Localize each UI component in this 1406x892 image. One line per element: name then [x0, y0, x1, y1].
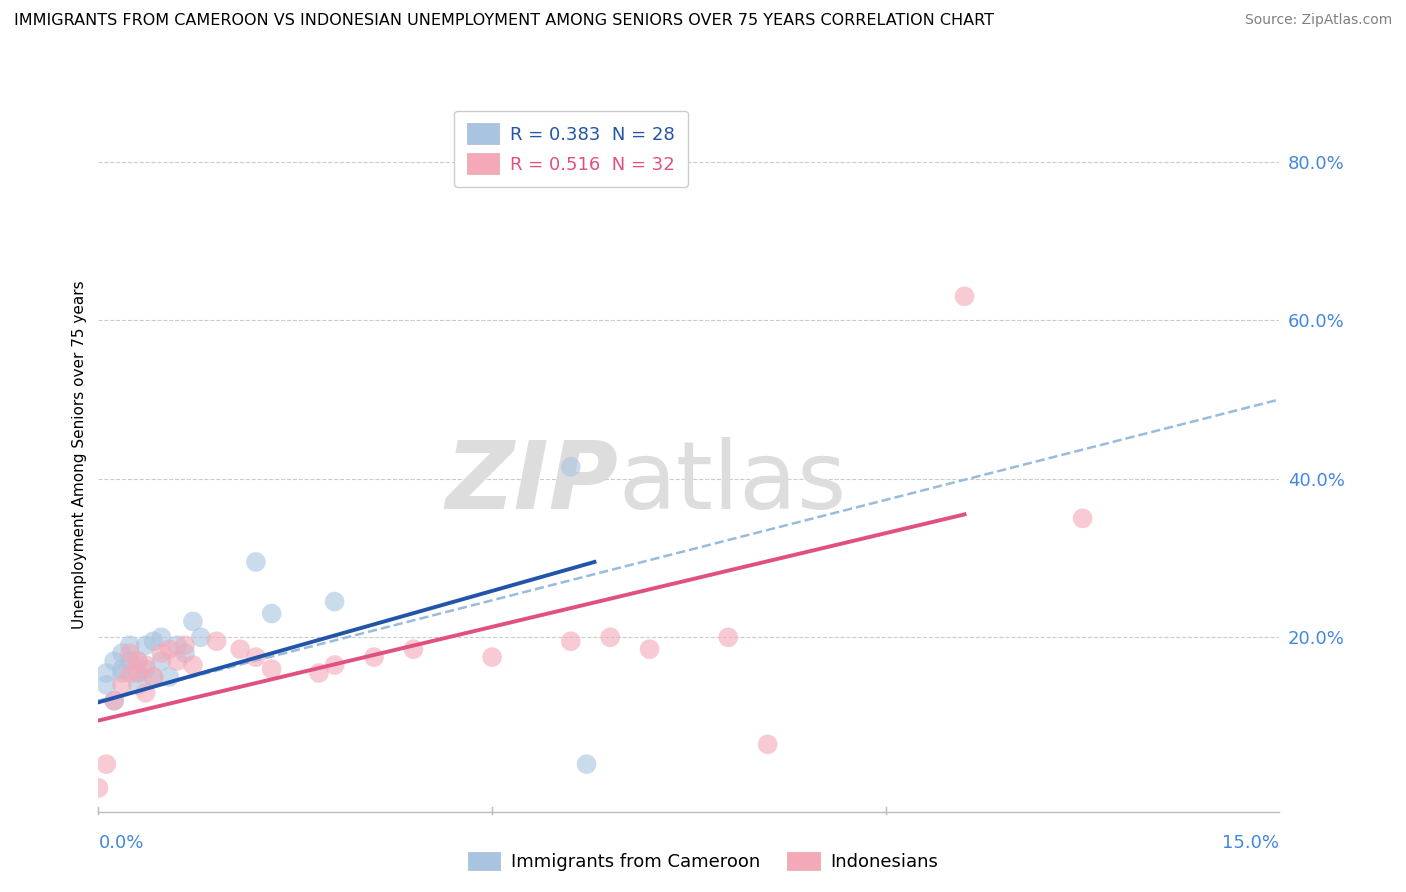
Point: [181, 615, 204, 629]
Text: 0.0%: 0.0%: [98, 834, 143, 852]
Point: [181, 658, 204, 673]
Point: [190, 630, 212, 644]
Point: [127, 654, 149, 668]
Point: [111, 665, 134, 680]
Text: IMMIGRANTS FROM CAMEROON VS INDONESIAN UNEMPLOYMENT AMONG SENIORS OVER 75 YEARS : IMMIGRANTS FROM CAMEROON VS INDONESIAN U…: [14, 13, 994, 29]
Point: [127, 665, 149, 680]
Point: [135, 686, 157, 700]
Point: [953, 289, 976, 303]
Point: [260, 607, 283, 621]
Point: [166, 638, 188, 652]
Point: [174, 646, 197, 660]
Point: [135, 662, 157, 676]
Point: [402, 642, 425, 657]
Point: [111, 662, 134, 676]
Point: [103, 694, 125, 708]
Legend: Immigrants from Cameroon, Indonesians: Immigrants from Cameroon, Indonesians: [460, 845, 946, 879]
Point: [118, 646, 141, 660]
Point: [157, 670, 180, 684]
Point: [135, 658, 157, 673]
Point: [103, 694, 125, 708]
Point: [135, 638, 157, 652]
Point: [103, 654, 125, 668]
Point: [96, 678, 118, 692]
Point: [245, 650, 267, 665]
Point: [1071, 511, 1094, 525]
Point: [638, 642, 661, 657]
Point: [96, 665, 118, 680]
Point: [157, 642, 180, 657]
Point: [166, 654, 188, 668]
Point: [142, 670, 165, 684]
Point: [127, 678, 149, 692]
Point: [111, 646, 134, 660]
Point: [599, 630, 621, 644]
Point: [560, 634, 582, 648]
Point: [111, 678, 134, 692]
Point: [118, 665, 141, 680]
Point: [323, 594, 346, 608]
Point: [150, 630, 173, 644]
Point: [323, 658, 346, 673]
Point: [308, 665, 330, 680]
Point: [118, 638, 141, 652]
Point: [87, 780, 110, 795]
Point: [260, 662, 283, 676]
Point: [127, 665, 149, 680]
Legend: R = 0.383  N = 28, R = 0.516  N = 32: R = 0.383 N = 28, R = 0.516 N = 32: [454, 111, 688, 186]
Point: [205, 634, 228, 648]
Point: [150, 646, 173, 660]
Point: [118, 654, 141, 668]
Text: ZIP: ZIP: [446, 437, 619, 530]
Point: [560, 459, 582, 474]
Point: [575, 757, 598, 772]
Text: 15.0%: 15.0%: [1222, 834, 1279, 852]
Text: Source: ZipAtlas.com: Source: ZipAtlas.com: [1244, 13, 1392, 28]
Point: [756, 737, 779, 751]
Point: [245, 555, 267, 569]
Text: atlas: atlas: [619, 437, 846, 530]
Point: [142, 670, 165, 684]
Point: [127, 654, 149, 668]
Point: [717, 630, 740, 644]
Point: [96, 757, 118, 772]
Point: [363, 650, 385, 665]
Point: [150, 654, 173, 668]
Point: [481, 650, 503, 665]
Point: [174, 638, 197, 652]
Point: [229, 642, 252, 657]
Point: [142, 634, 165, 648]
Y-axis label: Unemployment Among Seniors over 75 years: Unemployment Among Seniors over 75 years: [72, 281, 87, 629]
